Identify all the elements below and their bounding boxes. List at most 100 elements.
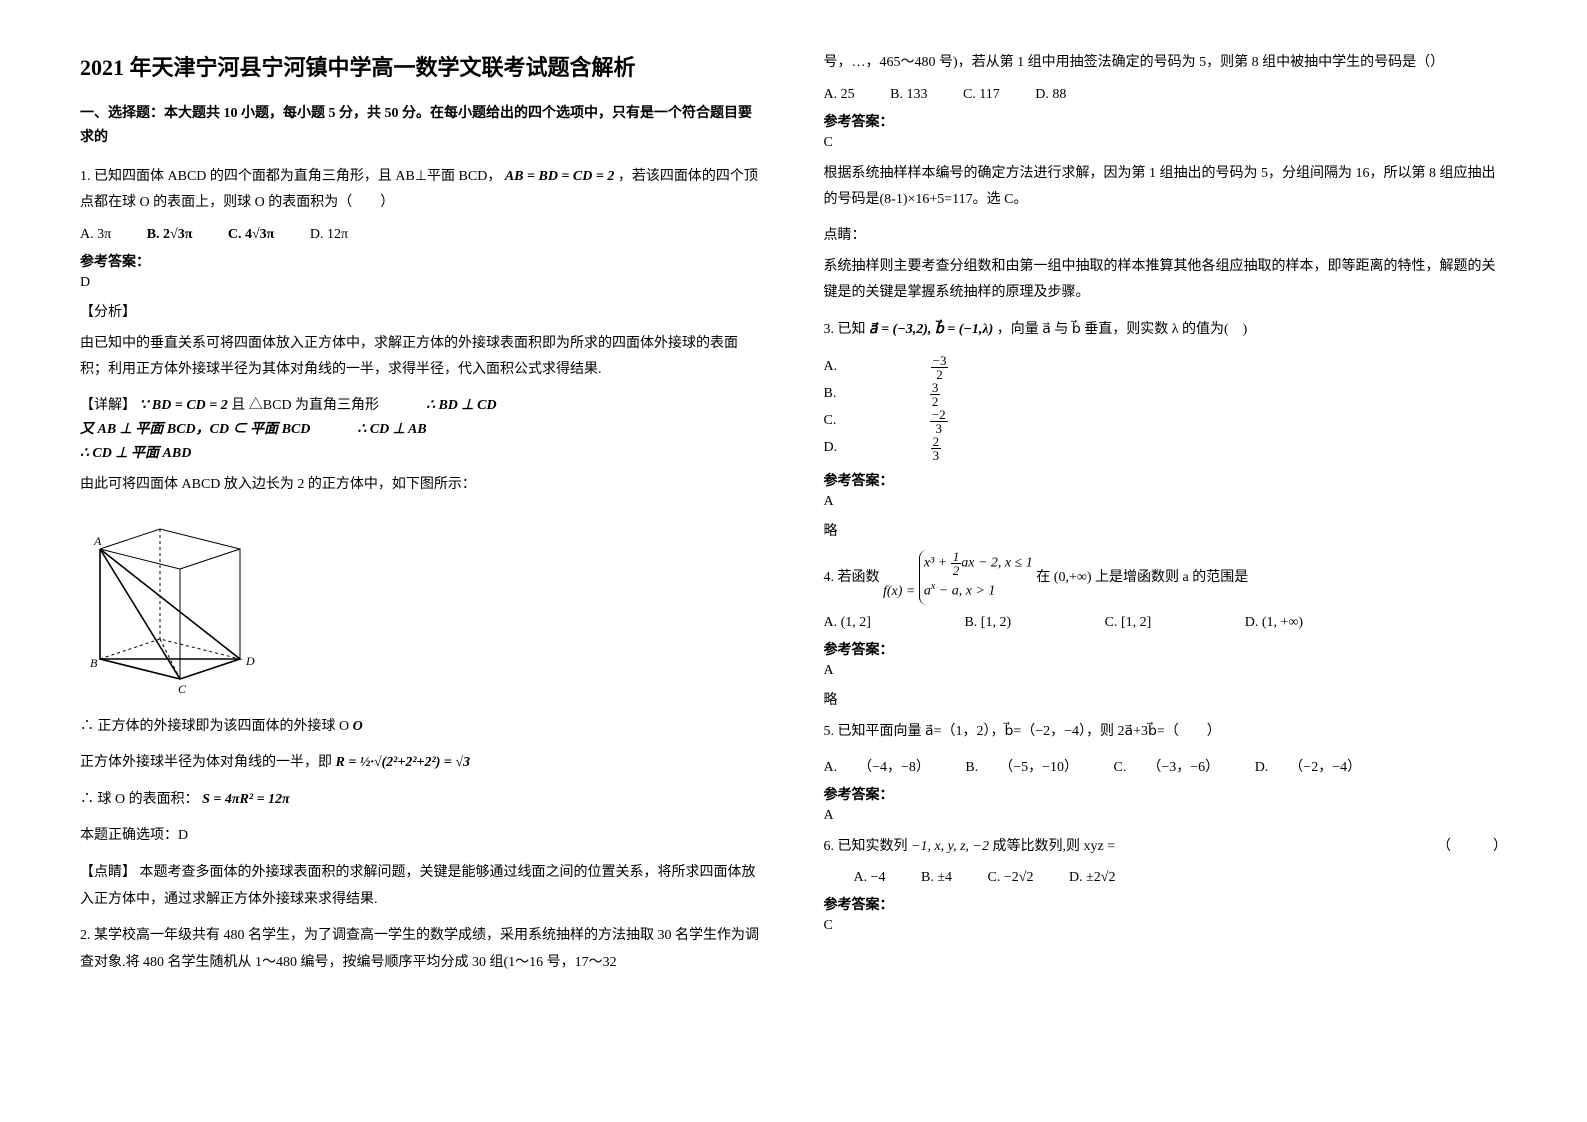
q6-optD: D. ±2√2 bbox=[1069, 870, 1115, 886]
q5-optB: B. （−5，−10） bbox=[965, 756, 1078, 776]
q2-optB: B. 133 bbox=[890, 87, 927, 103]
q6-text1: 6. 已知实数列 bbox=[824, 839, 908, 854]
q2-ans: C bbox=[824, 135, 1508, 151]
question-1: 1. 已知四面体 ABCD 的四个面都为直角三角形，且 AB⊥平面 BCD， A… bbox=[80, 164, 764, 217]
q4-ans: A bbox=[824, 663, 1508, 679]
q5-optC: C. （−3，−6） bbox=[1114, 756, 1220, 776]
q2-optA: A. 25 bbox=[824, 87, 855, 103]
q1-d6b: R = ½·√(2²+2²+2²) = √3 bbox=[336, 755, 471, 770]
section-1-heading: 一、选择题：本大题共 10 小题，每小题 5 分，共 50 分。在每小题给出的四… bbox=[80, 102, 764, 150]
q1-d1a: ∵ BD = CD = 2 bbox=[140, 398, 228, 413]
q3-optD-label: D. bbox=[824, 440, 838, 456]
q1-ans-label: 参考答案： bbox=[80, 251, 764, 271]
q1-detail-line2: 又 AB ⊥ 平面 BCD，CD ⊂ 平面 BCD ∴ CD ⊥ AB bbox=[80, 418, 764, 438]
q5-ans-label: 参考答案： bbox=[824, 784, 1508, 804]
q2-tip-label: 点睛： bbox=[824, 224, 1508, 244]
q1-optA: A. 3π bbox=[80, 227, 111, 243]
svg-text:D: D bbox=[245, 654, 255, 668]
q1-d2b: ∴ CD ⊥ AB bbox=[357, 422, 426, 437]
q6-ans-label: 参考答案： bbox=[824, 894, 1508, 914]
q3-optA: A. −32 bbox=[824, 354, 1129, 381]
question-6: 6. 已知实数列 −1, x, y, z, −2 成等比数列,则 xyz = （… bbox=[824, 834, 1508, 861]
question-5: 5. 已知平面向量 a⃗=（1，2），b⃗=（−2，−4），则 2a⃗+3b⃗=… bbox=[824, 719, 1508, 746]
q1-tip-text: 本题考查多面体的外接球表面积的求解问题，关键是能够通过线面之间的位置关系，将所求… bbox=[80, 865, 756, 907]
q1-d7: ∴ 球 O 的表面积： S = 4πR² = 12π bbox=[80, 787, 764, 814]
q1-optC: C. 4√3π bbox=[228, 227, 274, 243]
q2-tip: 系统抽样则主要考查分组数和由第一组中抽取的样本推算其他各组应抽取的样本，即等距离… bbox=[824, 254, 1508, 307]
q1-d6: 正方体外接球半径为体对角线的一半，即 R = ½·√(2²+2²+2²) = √… bbox=[80, 750, 764, 777]
q1-d5: ∴ 正方体的外接球即为该四面体的外接球 O O bbox=[80, 714, 764, 741]
q1-d2a: 又 AB ⊥ 平面 BCD，CD ⊂ 平面 BCD bbox=[80, 422, 310, 437]
q1-optD: D. 12π bbox=[310, 227, 348, 243]
q3-optD: D. 23 bbox=[824, 435, 1122, 462]
q1-detail-head: 【详解】 bbox=[80, 398, 136, 413]
q1-d7a: ∴ 球 O 的表面积： bbox=[80, 792, 199, 807]
q3-optB-label: B. bbox=[824, 386, 837, 402]
q1-tip: 【点睛】 本题考查多面体的外接球表面积的求解问题，关键是能够通过线面之间的位置关… bbox=[80, 860, 764, 913]
page-title: 2021 年天津宁河县宁河镇中学高一数学文联考试题含解析 bbox=[80, 50, 764, 82]
q3-ans: A bbox=[824, 494, 1508, 510]
q3-math1: a⃗ = (−3,2), b⃗ = (−1,λ) bbox=[869, 322, 993, 337]
q4-text1: 4. 若函数 bbox=[824, 570, 880, 585]
q3-ans-label: 参考答案： bbox=[824, 470, 1508, 490]
q3-optA-label: A. bbox=[824, 359, 838, 375]
q1-text: 1. 已知四面体 ABCD 的四个面都为直角三角形，且 AB⊥平面 BCD， bbox=[80, 169, 501, 184]
q3-lue: 略 bbox=[824, 520, 1508, 540]
q3-text1: 3. 已知 bbox=[824, 322, 866, 337]
q1-figure: A B D C bbox=[80, 509, 764, 704]
q6-paren: （ ） bbox=[1437, 834, 1507, 861]
question-3: 3. 已知 a⃗ = (−3,2), b⃗ = (−1,λ) ，向量 a⃗ 与 … bbox=[824, 317, 1508, 344]
svg-text:B: B bbox=[90, 656, 98, 670]
q1-optB: B. 2√3π bbox=[147, 227, 193, 243]
q1-d5-text: ∴ 正方体的外接球即为该四面体的外接球 O bbox=[80, 719, 349, 734]
q1-d1c: ∴ BD ⊥ CD bbox=[426, 398, 497, 413]
q6-options: A. −4 B. ±4 C. −2√2 D. ±2√2 bbox=[854, 870, 1508, 886]
q2-options: A. 25 B. 133 C. 117 D. 88 bbox=[824, 87, 1508, 103]
q1-d6a: 正方体外接球半径为体对角线的一半，即 bbox=[80, 755, 336, 770]
q4-optC: C. [1, 2] bbox=[1105, 615, 1152, 631]
q1-d7b: S = 4πR² = 12π bbox=[202, 792, 290, 807]
svg-text:A: A bbox=[93, 534, 102, 548]
q2-optC: C. 117 bbox=[963, 87, 1000, 103]
q6-math1: −1, x, y, z, −2 bbox=[911, 839, 989, 854]
q6-optC: C. −2√2 bbox=[988, 870, 1034, 886]
q6-optB: B. ±4 bbox=[921, 870, 952, 886]
q5-options: A. （−4，−8） B. （−5，−10） C. （−3，−6） D. （−2… bbox=[824, 756, 1508, 776]
q2-ans-label: 参考答案： bbox=[824, 111, 1508, 131]
q1-options: A. 3π B. 2√3π C. 4√3π D. 12π bbox=[80, 227, 764, 243]
q2-cont: 号，…，465～480 号)，若从第 1 组中用抽签法确定的号码为 5，则第 8… bbox=[824, 50, 1508, 77]
q4-optB: B. [1, 2) bbox=[964, 615, 1011, 631]
q1-d1b: 且 △BCD 为直角三角形 bbox=[231, 398, 379, 413]
q3-optB: B. 32 bbox=[824, 381, 1121, 408]
q6-text2: 成等比数列,则 xyz = bbox=[993, 839, 1116, 854]
q4-lue: 略 bbox=[824, 689, 1508, 709]
q3-optC-label: C. bbox=[824, 413, 837, 429]
question-4: 4. 若函数 f(x) = x³ + 12ax − 2, x ≤ 1 ax − … bbox=[824, 550, 1508, 606]
q1-detail-line1: 【详解】 ∵ BD = CD = 2 且 △BCD 为直角三角形 ∴ BD ⊥ … bbox=[80, 394, 764, 414]
q2-expl: 根据系统抽样样本编号的确定方法进行求解，因为第 1 组抽出的号码为 5，分组间隔… bbox=[824, 161, 1508, 214]
q1-analysis: 由已知中的垂直关系可将四面体放入正方体中，求解正方体的外接球表面积即为所求的四面… bbox=[80, 331, 764, 384]
q1-d8: 本题正确选项：D bbox=[80, 823, 764, 850]
q1-d8-text: 本题正确选项：D bbox=[80, 828, 188, 843]
q2-optD: D. 88 bbox=[1035, 87, 1066, 103]
q6-optA: A. −4 bbox=[854, 870, 886, 886]
q6-ans: C bbox=[824, 918, 1508, 934]
q1-analysis-head: 【分析】 bbox=[80, 301, 764, 321]
q4-ans-label: 参考答案： bbox=[824, 639, 1508, 659]
q3-optC: C. −23 bbox=[824, 408, 1128, 435]
question-2: 2. 某学校高一年级共有 480 名学生，为了调查高一学生的数学成绩，采用系统抽… bbox=[80, 923, 764, 976]
q3-options: A. −32 B. 32 C. −23 D. 23 bbox=[824, 354, 1508, 462]
q1-d3: ∴ CD ⊥ 平面 ABD bbox=[80, 442, 764, 462]
q1-math1: AB = BD = CD = 2 bbox=[505, 169, 615, 184]
q5-optD: D. （−2，−4） bbox=[1255, 756, 1361, 776]
q4-text2: 在 (0,+∞) 上是增函数则 a 的范围是 bbox=[1036, 570, 1248, 585]
q1-tip-head: 【点睛】 bbox=[80, 865, 136, 880]
q3-text2: ，向量 a⃗ 与 b⃗ 垂直，则实数 λ 的值为( ) bbox=[997, 322, 1248, 337]
q1-d4: 由此可将四面体 ABCD 放入边长为 2 的正方体中，如下图所示： bbox=[80, 472, 764, 499]
q4-options: A. (1, 2] B. [1, 2) C. [1, 2] D. (1, +∞) bbox=[824, 615, 1508, 631]
q5-optA: A. （−4，−8） bbox=[824, 756, 930, 776]
svg-text:C: C bbox=[178, 682, 187, 696]
q1-ans: D bbox=[80, 275, 764, 291]
q5-ans: A bbox=[824, 808, 1508, 824]
q4-optA: A. (1, 2] bbox=[824, 615, 871, 631]
